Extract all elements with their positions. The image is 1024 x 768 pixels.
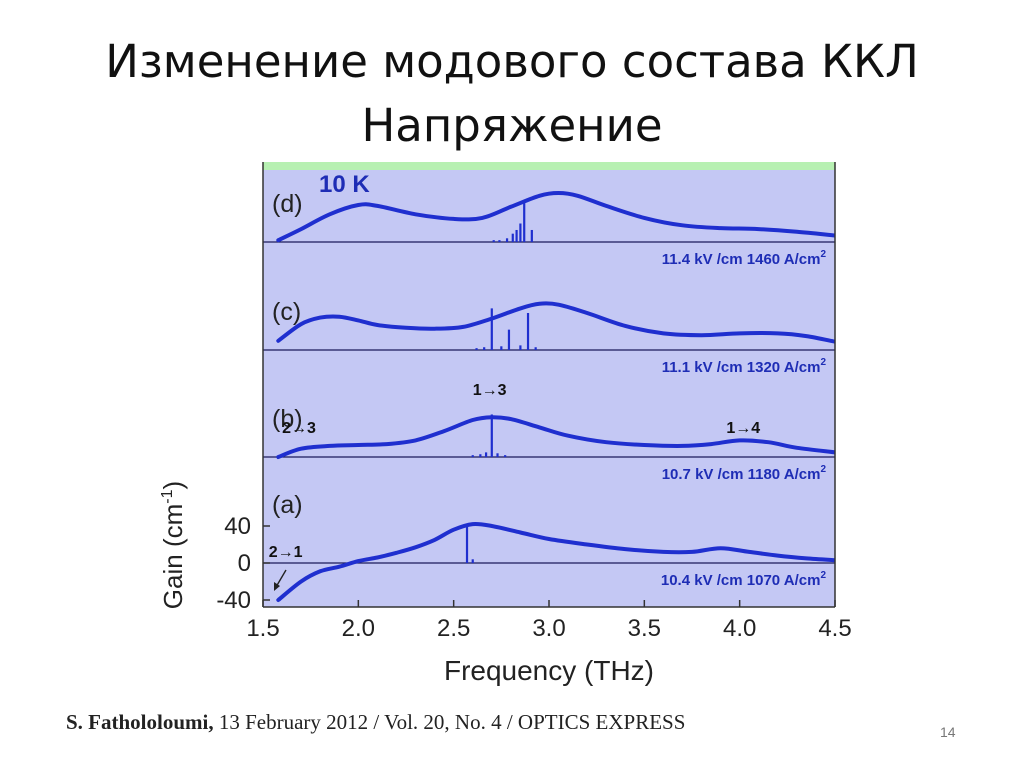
x-tick-label: 3.0 (532, 615, 565, 642)
y-axis-title: Gain (cm-1) (158, 481, 188, 609)
transition-arrow-shaft (275, 569, 287, 588)
condition-superscript: 2 (820, 570, 826, 581)
transition-label: 1→3 (473, 382, 507, 399)
y-axis-title-end: ) (158, 481, 188, 490)
y-axis-title-main: Gain (cm (158, 504, 188, 609)
transition-label: 2→3 (282, 420, 316, 437)
slide-title: Изменение модового состава ККЛ Напряжени… (0, 30, 1024, 158)
panel-label: (d) (272, 190, 303, 218)
panel-d: (d) 11.4 kV /cm 1460 A/cm2 (263, 190, 835, 268)
x-tick-label: 4.5 (818, 615, 851, 642)
panel-c: (c) 11.1 kV /cm 1320 A/cm2 (263, 298, 835, 376)
citation-author: S. Fathololoumi, (66, 710, 214, 734)
gain-curve (276, 191, 835, 243)
gain-curve (276, 521, 835, 602)
citation-source: 13 February 2012 / Vol. 20, No. 4 / OPTI… (213, 710, 686, 734)
citation: S. Fathololoumi, 13 February 2012 / Vol.… (66, 710, 685, 735)
plot-background (263, 162, 835, 607)
condition-label: 11.1 kV /cm 1320 A/cm2 (662, 357, 827, 376)
transition-label: 1→4 (726, 420, 760, 437)
x-tick-label: 2.5 (437, 615, 470, 642)
condition-superscript: 2 (820, 464, 826, 475)
x-tick-label: 3.5 (628, 615, 661, 642)
plot-top-strip (263, 162, 835, 170)
slide-number: 14 (940, 724, 956, 740)
y-axis-title-exponent: -1 (159, 489, 176, 503)
x-tick-label: 4.0 (723, 615, 756, 642)
condition-superscript: 2 (820, 249, 826, 260)
condition-label: 10.7 kV /cm 1180 A/cm2 (662, 464, 827, 483)
condition-superscript: 2 (820, 357, 826, 368)
transition-arrow-head (274, 582, 280, 591)
slide-title-line1: Изменение модового состава ККЛ (105, 35, 919, 88)
panel-label: (c) (272, 298, 301, 326)
x-axis-title: Frequency (THz) (444, 655, 654, 686)
y-tick-label: -40 (216, 587, 251, 614)
condition-label: 11.4 kV /cm 1460 A/cm2 (662, 249, 827, 268)
transition-label: 2→1 (269, 544, 303, 561)
gain-curve (276, 415, 835, 459)
panel-label: (a) (272, 491, 303, 519)
x-tick-label: 1.5 (246, 615, 279, 642)
slide-title-line2: Напряжение (361, 99, 663, 152)
x-tick-label: 2.0 (342, 615, 375, 642)
panel-a: (a) 10.4 kV /cm 1070 A/cm2 2→1 (263, 491, 835, 602)
y-tick-label: 0 (238, 550, 251, 577)
temperature-label: 10 K (319, 171, 370, 198)
panel-label: (b) (272, 405, 303, 433)
y-tick-label: 40 (224, 513, 251, 540)
panel-b: (b) 10.7 kV /cm 1180 A/cm2 2→3 1→3 1→4 (263, 382, 835, 483)
condition-label: 10.4 kV /cm 1070 A/cm2 (661, 570, 827, 589)
gain-curve (276, 301, 835, 344)
